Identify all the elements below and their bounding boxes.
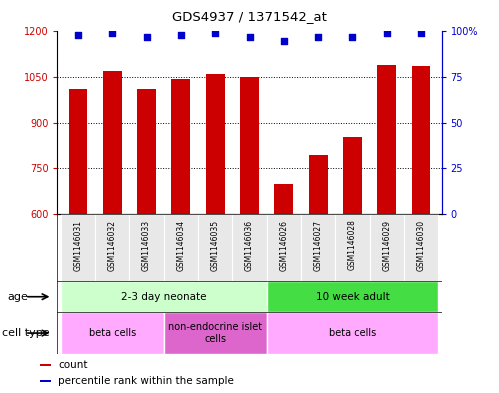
Text: 2-3 day neonate: 2-3 day neonate bbox=[121, 292, 207, 302]
Bar bbox=[164, 214, 198, 281]
Bar bbox=[164, 312, 266, 354]
Bar bbox=[266, 312, 438, 354]
Text: GSM1146036: GSM1146036 bbox=[245, 220, 254, 271]
Point bbox=[143, 34, 151, 40]
Text: GSM1146035: GSM1146035 bbox=[211, 220, 220, 271]
Bar bbox=[266, 214, 301, 281]
Bar bbox=[198, 214, 233, 281]
Bar bbox=[301, 214, 335, 281]
Bar bbox=[68, 89, 87, 214]
Point bbox=[348, 34, 356, 40]
Text: GSM1146027: GSM1146027 bbox=[313, 220, 323, 270]
Bar bbox=[233, 214, 266, 281]
Point bbox=[383, 30, 391, 37]
Bar bbox=[335, 214, 370, 281]
Text: GDS4937 / 1371542_at: GDS4937 / 1371542_at bbox=[172, 10, 327, 23]
Bar bbox=[95, 214, 129, 281]
Bar bbox=[61, 281, 266, 312]
Point bbox=[246, 34, 253, 40]
Bar bbox=[40, 380, 51, 382]
Text: beta cells: beta cells bbox=[329, 328, 376, 338]
Bar bbox=[240, 77, 259, 214]
Text: GSM1146030: GSM1146030 bbox=[417, 220, 426, 271]
Bar bbox=[129, 214, 164, 281]
Bar bbox=[412, 66, 431, 214]
Point bbox=[417, 30, 425, 37]
Text: beta cells: beta cells bbox=[89, 328, 136, 338]
Text: 10 week adult: 10 week adult bbox=[315, 292, 389, 302]
Point bbox=[211, 30, 219, 37]
Point bbox=[314, 34, 322, 40]
Bar bbox=[370, 214, 404, 281]
Bar bbox=[61, 312, 164, 354]
Bar bbox=[40, 364, 51, 366]
Text: GSM1146034: GSM1146034 bbox=[176, 220, 186, 271]
Text: non-endocrine islet
cells: non-endocrine islet cells bbox=[168, 322, 262, 344]
Bar bbox=[309, 155, 327, 214]
Bar bbox=[103, 71, 122, 214]
Point bbox=[280, 37, 288, 44]
Point bbox=[108, 30, 116, 37]
Point bbox=[177, 32, 185, 38]
Point bbox=[74, 32, 82, 38]
Text: GSM1146033: GSM1146033 bbox=[142, 220, 151, 271]
Bar bbox=[137, 89, 156, 214]
Text: GSM1146028: GSM1146028 bbox=[348, 220, 357, 270]
Text: GSM1146029: GSM1146029 bbox=[382, 220, 391, 270]
Bar bbox=[266, 281, 438, 312]
Text: percentile rank within the sample: percentile rank within the sample bbox=[58, 376, 234, 386]
Text: count: count bbox=[58, 360, 87, 370]
Text: GSM1146031: GSM1146031 bbox=[73, 220, 82, 270]
Text: GSM1146032: GSM1146032 bbox=[108, 220, 117, 270]
Text: cell type: cell type bbox=[2, 328, 50, 338]
Bar bbox=[206, 74, 225, 214]
Bar bbox=[377, 65, 396, 214]
Bar bbox=[404, 214, 438, 281]
Bar bbox=[61, 214, 95, 281]
Bar bbox=[172, 79, 190, 214]
Bar bbox=[343, 136, 362, 214]
Text: GSM1146026: GSM1146026 bbox=[279, 220, 288, 270]
Text: age: age bbox=[7, 292, 28, 302]
Bar bbox=[274, 184, 293, 214]
